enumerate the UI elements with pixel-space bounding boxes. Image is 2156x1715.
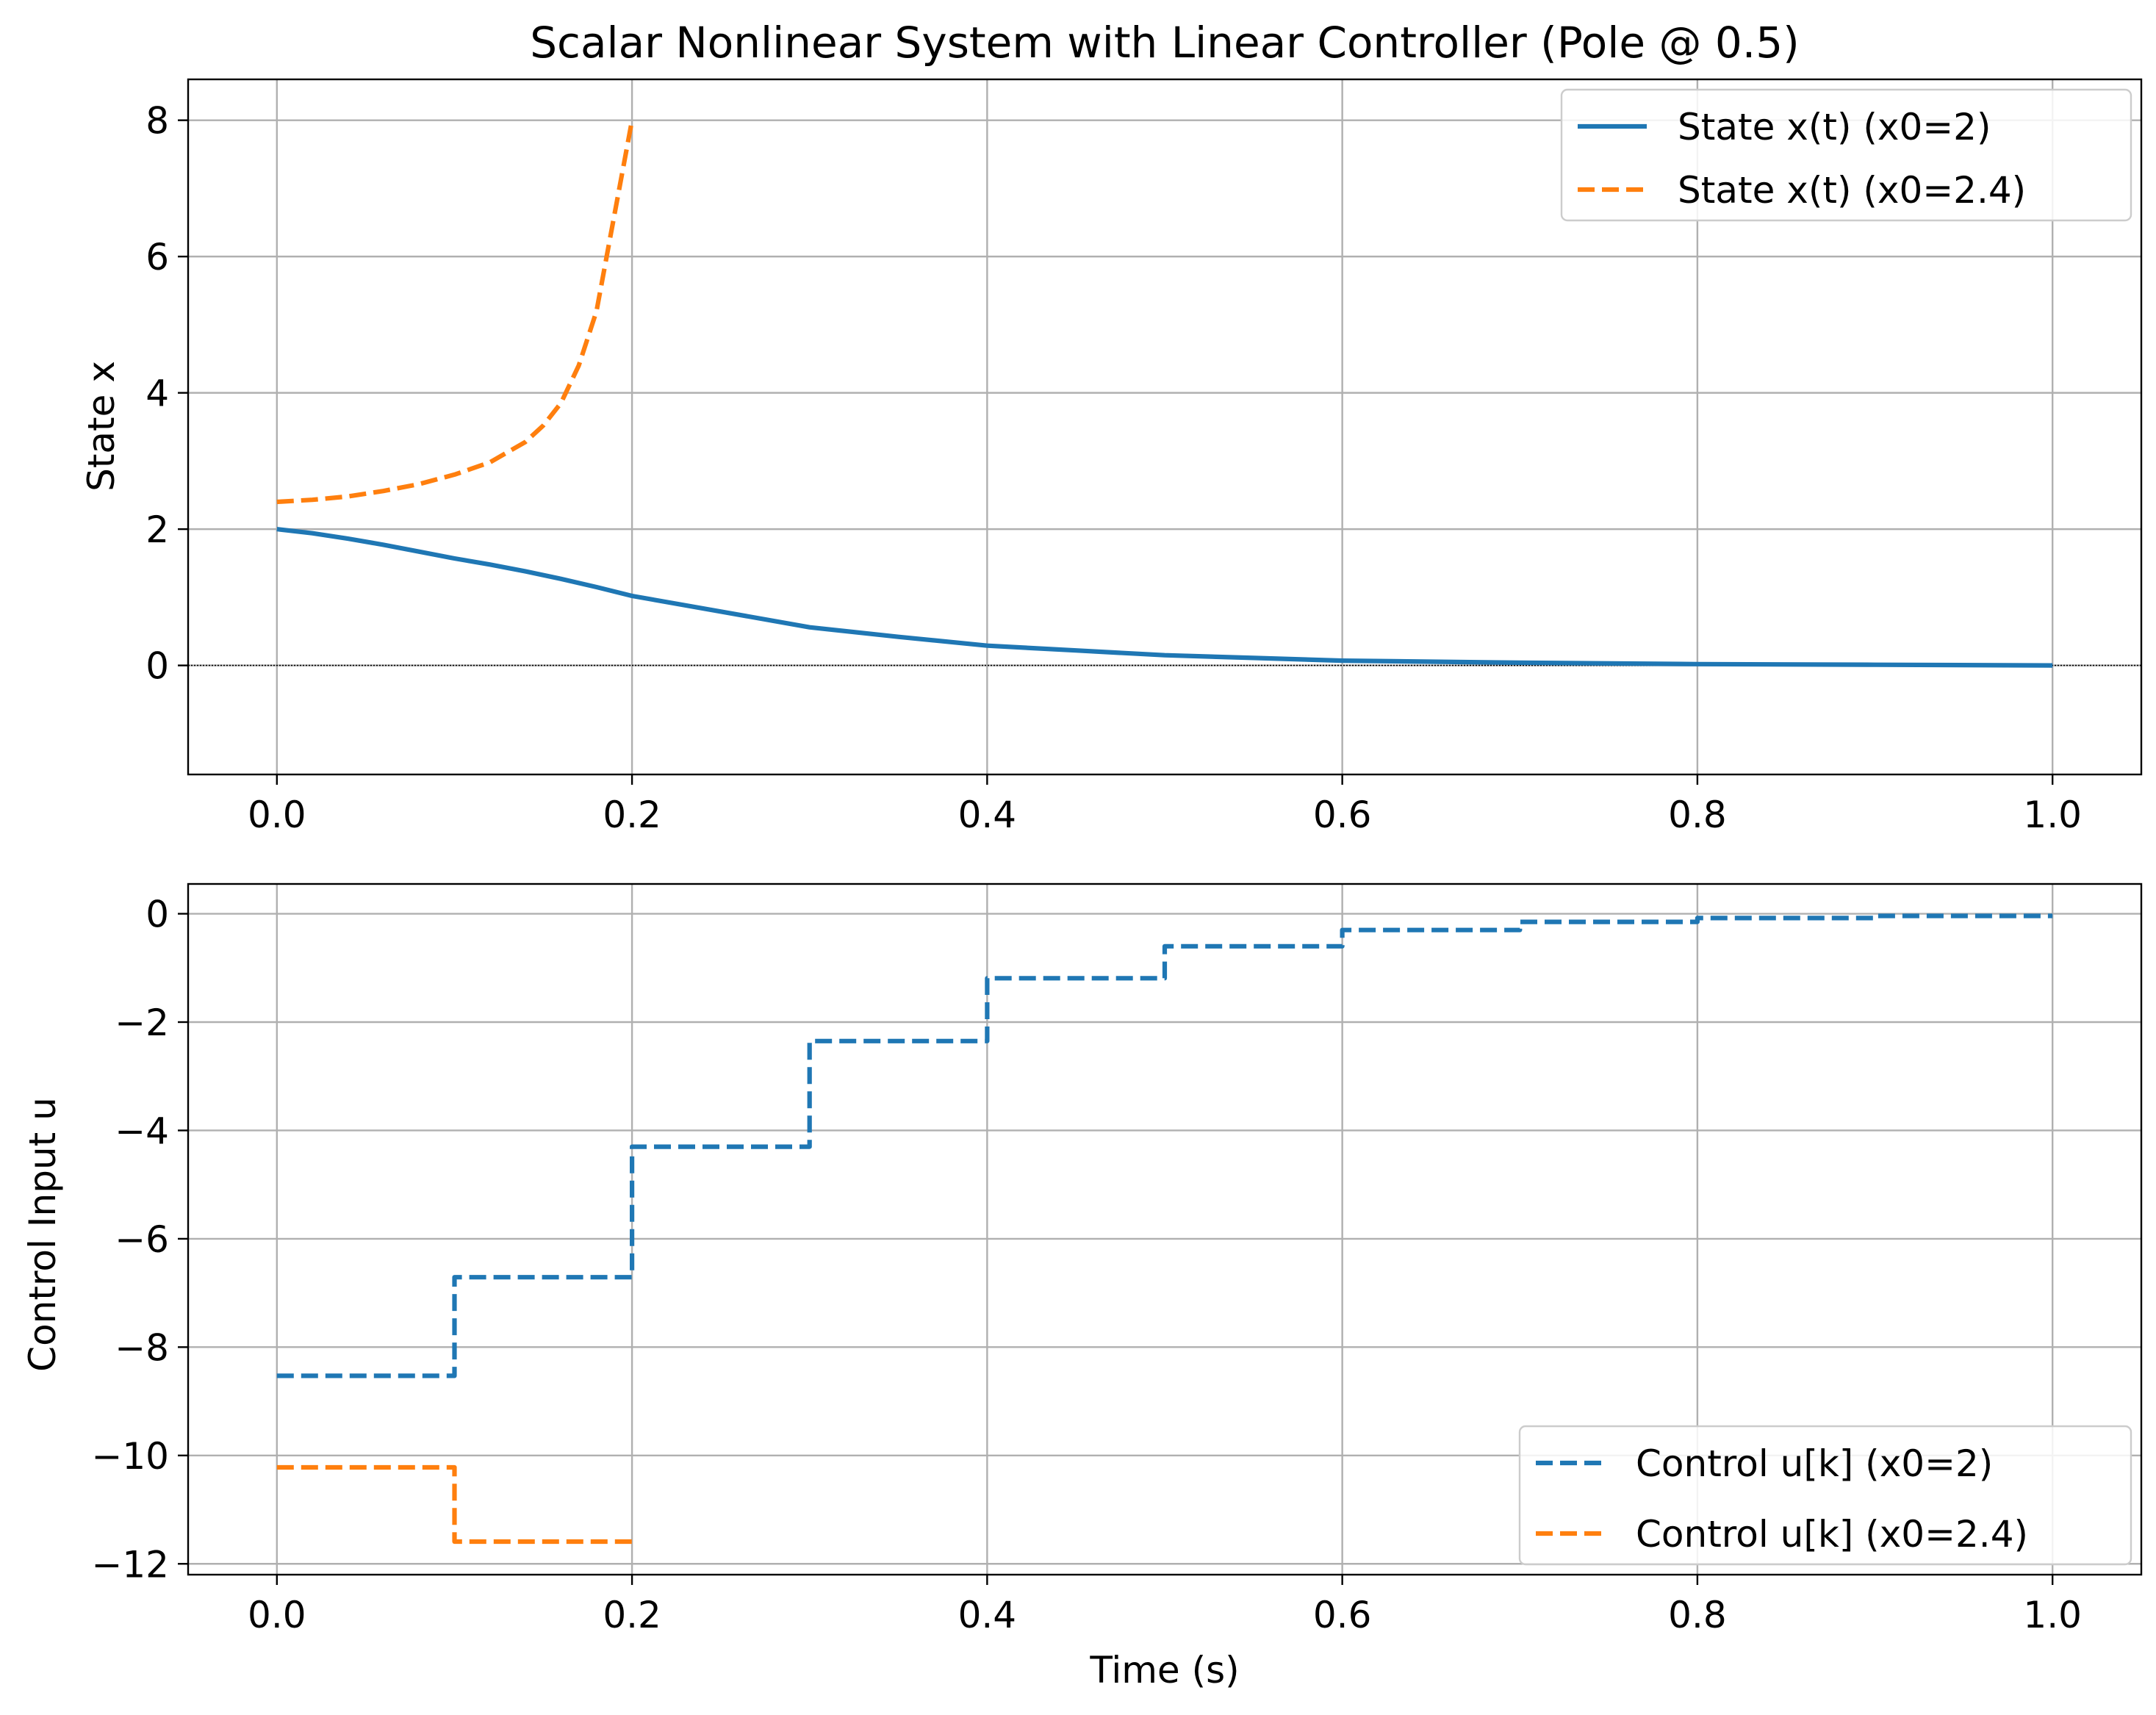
legend: Control u[k] (x0=2) Control u[k] (x0=2.4) [1518, 1425, 2132, 1566]
series-line-1 [276, 527, 2053, 668]
series-line-1 [276, 913, 2053, 1378]
y-tick-label: −8 [115, 1326, 169, 1369]
state-y-axis-label: State x [80, 361, 123, 492]
y-tick-label: 6 [145, 236, 169, 278]
x-axis-label: Time (s) [1089, 1649, 1239, 1691]
y-tick-label: −10 [91, 1435, 169, 1478]
x-tick-label: 0.2 [603, 794, 661, 836]
chart-title: Scalar Nonlinear System with Linear Cont… [530, 18, 1800, 68]
y-tick-label: 4 [145, 373, 169, 415]
x-tick-label: 0.2 [603, 1594, 661, 1636]
control-y-axis-label: Control Input u [21, 1097, 64, 1372]
x-tick-label: 0.8 [1668, 1594, 1727, 1636]
x-tick-label: 0.4 [958, 1594, 1017, 1636]
x-tick-label: 1.0 [2023, 794, 2082, 836]
legend-label-1: State x(t) (x0=2) [1678, 106, 1991, 148]
x-tick-label: 0.8 [1668, 794, 1727, 836]
series-line-2 [276, 1464, 633, 1545]
x-tick-label: 1.0 [2023, 1594, 2082, 1636]
y-tick-label: 0 [145, 894, 169, 936]
y-tick-label: −12 [91, 1543, 169, 1586]
legend: State x(t) (x0=2) State x(t) (x0=2.4) [1560, 88, 2132, 222]
x-tick-label: 0.6 [1313, 1594, 1372, 1636]
y-tick-label: −2 [115, 1002, 169, 1044]
control-plot: 0.0 0.2 0.4 0.6 0.8 1.0 0 −2 −4 −6 −8 −10 −12 Control… [91, 882, 2143, 1636]
y-tick-label: 2 [145, 508, 169, 551]
x-tick-label: 0.0 [248, 794, 306, 836]
y-tick-label: 0 [145, 645, 169, 688]
x-tick-label: 0.0 [248, 1594, 306, 1636]
legend-label-2: Control u[k] (x0=2.4) [1636, 1513, 2028, 1556]
plot-frame [187, 78, 2143, 776]
state-plot: 0.0 0.2 0.4 0.6 0.8 1.0 0 2 4 6 8 State x(t) (x0=2)… [145, 78, 2143, 836]
legend-label-1: Control u[k] (x0=2) [1636, 1442, 1993, 1485]
legend-box [1560, 88, 2132, 222]
legend-box [1518, 1425, 2132, 1566]
y-tick-label: −4 [115, 1110, 169, 1152]
plot-frame [187, 882, 2143, 1576]
x-tick-label: 0.4 [958, 794, 1017, 836]
series-line-2 [276, 120, 635, 505]
y-tick-label: 8 [145, 100, 169, 143]
y-tick-label: −6 [115, 1218, 169, 1261]
x-tick-label: 0.6 [1313, 794, 1372, 836]
legend-label-2: State x(t) (x0=2.4) [1678, 169, 2026, 212]
